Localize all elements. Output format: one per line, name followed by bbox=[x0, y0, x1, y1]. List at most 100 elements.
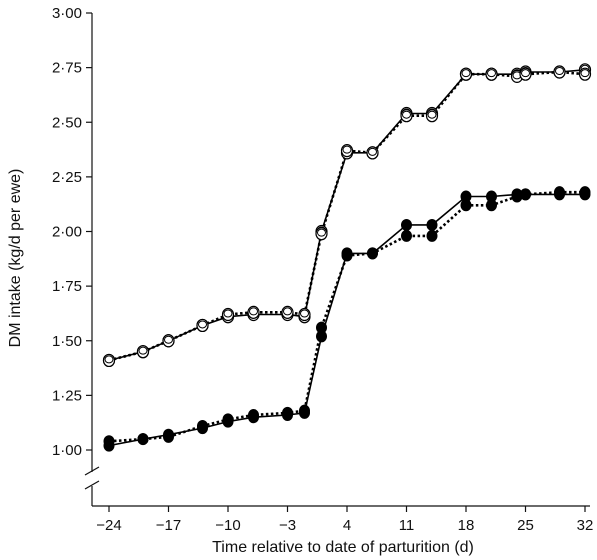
data-point bbox=[299, 404, 310, 417]
data-point bbox=[485, 67, 498, 81]
data-point bbox=[221, 307, 235, 322]
data-point bbox=[298, 307, 311, 322]
data-point bbox=[137, 433, 149, 446]
data-point-outer-ring bbox=[366, 146, 379, 160]
y-tick-label: 1·50 bbox=[52, 333, 82, 350]
data-point-inner-ring bbox=[104, 355, 114, 364]
data-point-outer-ring bbox=[102, 353, 116, 368]
x-axis-title: Time relative to date of parturition (d) bbox=[212, 539, 474, 556]
series-line-solid bbox=[108, 69, 586, 362]
data-point bbox=[222, 413, 234, 426]
data-point bbox=[401, 218, 412, 231]
y-tick-label: 1·75 bbox=[52, 278, 82, 295]
data-point bbox=[315, 227, 328, 241]
series-1 bbox=[108, 70, 586, 362]
x-tick-label: 11 bbox=[399, 517, 415, 534]
data-point bbox=[248, 409, 259, 422]
series-layer bbox=[102, 63, 592, 452]
y-tick-label: 1·25 bbox=[52, 387, 82, 404]
data-point-inner-ring bbox=[317, 228, 326, 237]
data-point bbox=[401, 229, 412, 242]
data-point-outer-ring bbox=[400, 109, 413, 123]
data-point-inner-ring bbox=[402, 110, 411, 119]
data-point-inner-ring bbox=[342, 145, 352, 154]
y-axis-break-mark bbox=[84, 480, 100, 490]
series-0 bbox=[108, 69, 586, 362]
x-tick-label: −24 bbox=[96, 517, 121, 534]
data-point bbox=[366, 146, 379, 160]
data-point-inner-ring bbox=[461, 69, 471, 78]
data-point-inner-ring bbox=[555, 66, 564, 75]
data-point bbox=[282, 406, 293, 419]
x-tick-label: −17 bbox=[156, 517, 181, 534]
data-point-inner-ring bbox=[521, 69, 530, 78]
y-axis-title: DM intake (kg/d per ewe) bbox=[7, 169, 24, 348]
series-markers-0 bbox=[102, 63, 592, 368]
data-point bbox=[554, 186, 565, 199]
data-point bbox=[163, 430, 174, 443]
data-point bbox=[425, 109, 439, 123]
series-line-dotted bbox=[108, 70, 586, 362]
data-point-outer-ring bbox=[162, 334, 175, 348]
data-point bbox=[340, 144, 354, 158]
data-point-inner-ring bbox=[283, 307, 292, 316]
data-point bbox=[341, 249, 353, 262]
data-point-outer-ring bbox=[459, 67, 473, 81]
data-point-inner-ring bbox=[580, 69, 590, 78]
series-markers-3 bbox=[103, 186, 591, 448]
data-point-inner-ring bbox=[487, 69, 496, 78]
data-point bbox=[136, 345, 150, 359]
data-point-outer-ring bbox=[136, 345, 150, 359]
x-tick-label: 18 bbox=[458, 517, 475, 534]
x-tick-label: −10 bbox=[215, 517, 240, 534]
x-tick-label: −3 bbox=[279, 517, 296, 534]
data-point bbox=[281, 305, 294, 319]
data-point bbox=[459, 67, 473, 81]
data-point bbox=[162, 334, 175, 348]
x-tick-label: 32 bbox=[577, 517, 594, 534]
data-point-inner-ring bbox=[198, 320, 207, 329]
y-tick-label: 2·50 bbox=[52, 114, 82, 131]
series-3 bbox=[108, 190, 585, 443]
data-point bbox=[367, 247, 378, 260]
data-point-outer-ring bbox=[196, 318, 209, 333]
series-line-dotted bbox=[108, 190, 585, 443]
data-point-outer-ring bbox=[578, 67, 592, 81]
data-point bbox=[520, 188, 531, 201]
y-tick-label: 2·00 bbox=[52, 224, 82, 241]
y-tick-label: 2·75 bbox=[52, 60, 82, 77]
data-point bbox=[553, 65, 566, 79]
data-point bbox=[103, 435, 115, 448]
data-point-outer-ring bbox=[315, 227, 328, 241]
axes bbox=[84, 13, 590, 507]
data-point bbox=[486, 199, 497, 212]
data-point bbox=[400, 109, 413, 123]
x-tick-label: 4 bbox=[343, 517, 351, 534]
data-point-outer-ring bbox=[425, 109, 439, 123]
data-point-outer-ring bbox=[485, 67, 498, 81]
data-point-inner-ring bbox=[427, 110, 437, 119]
series-markers-1 bbox=[102, 65, 592, 368]
data-point bbox=[247, 305, 260, 319]
data-point-outer-ring bbox=[298, 307, 311, 322]
ticks-layer: 1·00 1·25 1·50 1·75 2·00 2·25 2·50 2·75 3·00 −24 −… bbox=[52, 5, 593, 534]
data-point bbox=[316, 321, 327, 334]
y-axis-break-mark bbox=[84, 466, 100, 476]
data-point-inner-ring bbox=[138, 346, 148, 355]
data-point-outer-ring bbox=[553, 65, 566, 79]
y-tick-label: 3·00 bbox=[52, 5, 82, 22]
data-point bbox=[102, 353, 116, 368]
data-point-inner-ring bbox=[368, 147, 377, 156]
series-2 bbox=[108, 193, 585, 447]
data-point bbox=[579, 186, 591, 199]
data-point bbox=[519, 67, 532, 81]
data-point bbox=[197, 419, 208, 432]
data-point-inner-ring bbox=[223, 309, 233, 318]
data-point-inner-ring bbox=[249, 307, 258, 316]
data-point bbox=[578, 67, 592, 81]
data-point-outer-ring bbox=[519, 67, 532, 81]
series-line-solid bbox=[108, 193, 585, 447]
data-point-outer-ring bbox=[340, 144, 354, 158]
data-point-outer-ring bbox=[247, 305, 260, 319]
